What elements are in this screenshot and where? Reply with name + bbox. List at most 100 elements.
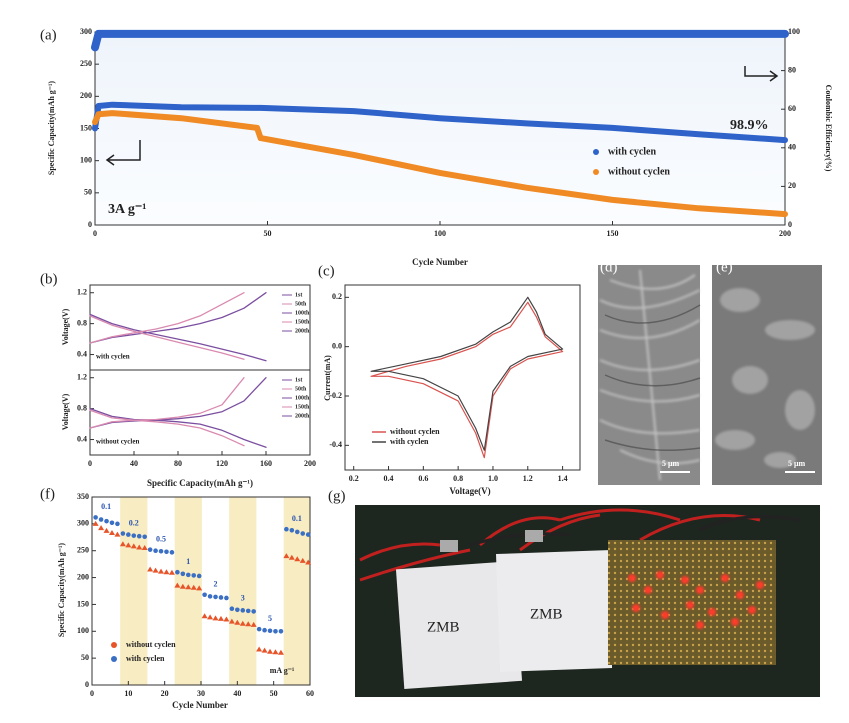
data-point: [245, 608, 251, 614]
data-point: [153, 548, 158, 554]
x-axis-label: Cycle Number: [412, 257, 468, 267]
legend-label: 50th: [295, 386, 307, 392]
data-point: [125, 542, 132, 548]
y-tick-label: 1.2: [77, 373, 87, 382]
data-point: [228, 618, 235, 624]
y-axis-label: Voltage(V): [61, 308, 70, 345]
rate-label: 2: [214, 580, 218, 589]
y2-tick-label: 20: [788, 181, 796, 190]
data-line: [89, 409, 245, 447]
data-point: [120, 531, 126, 536]
annotation: 98.9%: [730, 118, 769, 133]
sem-image-e: [712, 265, 822, 485]
data-point: [168, 569, 175, 575]
data-point: [115, 521, 120, 527]
data-point: [289, 528, 295, 533]
data-point: [196, 585, 203, 591]
legend-label: with cyclen: [126, 654, 165, 663]
data-point: [152, 567, 159, 573]
x-tick-label: 30: [197, 689, 205, 698]
data-point: [277, 649, 284, 655]
x-tick-label: 1.2: [523, 474, 533, 483]
x-axis-label: Cycle Number: [172, 700, 228, 710]
data-point: [191, 573, 197, 578]
photo: [355, 505, 820, 697]
data-point: [130, 543, 137, 549]
data-point: [284, 526, 289, 532]
data-point: [180, 571, 186, 577]
legend-swatch: [593, 149, 599, 155]
x-tick-label: 50: [270, 689, 278, 698]
y-tick-label: 100: [80, 155, 92, 164]
data-point: [207, 614, 214, 620]
data-point: [261, 647, 268, 653]
legend-label: with cyclen: [608, 146, 656, 157]
plot-frame: [344, 284, 581, 471]
data-point: [169, 550, 175, 555]
data-point: [288, 554, 295, 560]
x-tick-label: 200: [779, 229, 791, 238]
data-point: [147, 547, 153, 552]
data-point: [212, 615, 219, 621]
legend-label: without cyclen: [126, 640, 176, 649]
rate-band: [283, 497, 310, 685]
y-tick-label: 0.8: [77, 318, 87, 327]
data-line: [89, 292, 245, 344]
data-point: [283, 553, 290, 559]
data-point: [164, 549, 169, 555]
data-point: [202, 592, 207, 598]
data-point: [251, 609, 256, 614]
legend-label: 1st: [295, 292, 302, 298]
data-point: [104, 518, 109, 524]
rate-label: 0.1: [101, 502, 111, 511]
data-point: [174, 582, 181, 588]
data-point: [267, 628, 273, 634]
data-point: [131, 533, 137, 538]
y-tick-label: 200: [80, 91, 92, 100]
y-tick-label: 0.0: [332, 341, 342, 350]
x-tick-label: 0.2: [349, 474, 359, 483]
photo-text: ZMB: [530, 606, 563, 622]
x-tick-label: 80: [174, 459, 182, 468]
y-tick-label: 0.4: [77, 349, 87, 358]
data-point: [273, 628, 278, 634]
data-point: [190, 584, 197, 590]
y-axis-label: Specific Capacity(mAh g⁻¹): [57, 543, 66, 638]
y-axis-label: Current(mA): [323, 355, 332, 401]
x-tick-label: 0: [93, 229, 97, 238]
data-point: [207, 594, 213, 599]
x-tick-label: 40: [233, 689, 241, 698]
x-tick-label: 200: [304, 459, 316, 468]
data-line: [89, 377, 245, 429]
data-point: [256, 646, 263, 652]
data-point: [185, 572, 191, 578]
data-line: [89, 315, 245, 360]
data-point: [217, 615, 224, 621]
data-point: [299, 557, 306, 563]
data-point: [114, 531, 121, 537]
y-tick-label: 200: [77, 572, 89, 581]
data-point: [158, 548, 164, 554]
y-tick-label: 1.2: [77, 288, 87, 297]
data-line: [89, 313, 267, 362]
x-tick-label: 40: [130, 459, 138, 468]
data-point: [272, 649, 279, 655]
panel-label: (b): [40, 271, 58, 287]
rate-label: 0.5: [156, 534, 166, 543]
legend-label: 1st: [295, 377, 302, 383]
y-tick-label: 150: [77, 599, 89, 608]
data-point: [103, 527, 110, 533]
y-tick-label: 150: [80, 123, 92, 132]
y2-tick-label: 0: [788, 220, 792, 229]
panel-label: (c): [318, 263, 335, 279]
x-tick-label: 160: [260, 459, 272, 468]
y-tick-label: 50: [81, 653, 89, 662]
data-point: [235, 607, 240, 613]
y-axis-label: Voltage(V): [61, 393, 70, 430]
rate-band: [229, 497, 257, 685]
data-point: [234, 619, 241, 625]
data-line: [370, 296, 564, 451]
data-point: [201, 613, 208, 619]
y-tick-label: 0.2: [332, 292, 342, 301]
unit-label: mA g⁻¹: [270, 666, 295, 675]
